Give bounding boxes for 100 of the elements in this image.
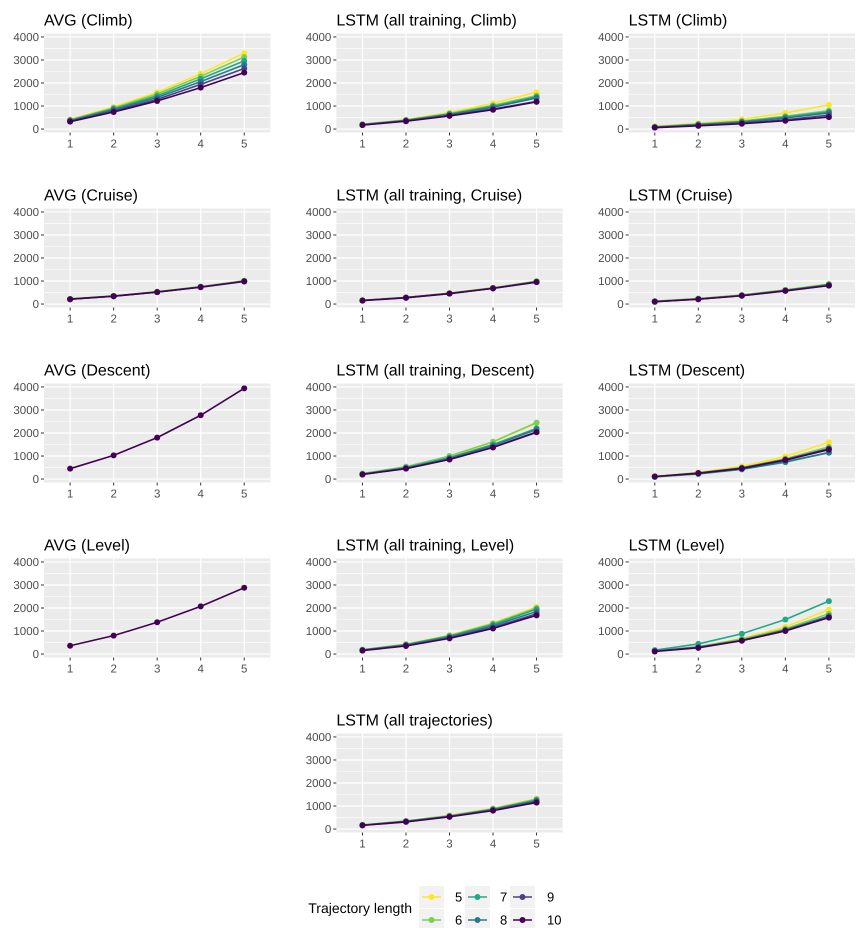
x-tick-label: 2 (695, 314, 702, 326)
x-tick-label: 3 (154, 314, 160, 326)
x-tick-label: 3 (154, 138, 160, 150)
x-tick-label: 1 (359, 838, 366, 850)
chart-title: AVG (Descent) (44, 362, 150, 380)
x-tick-label: 1 (652, 664, 658, 676)
chart-title: AVG (Cruise) (44, 188, 138, 204)
y-tick-label: 0 (617, 299, 624, 312)
x-tick-label: 5 (533, 838, 540, 850)
y-tick-label: 4000 (13, 556, 39, 569)
x-tick-label: 2 (402, 138, 410, 150)
x-tick-label: 5 (241, 488, 248, 500)
y-tick-label: 1000 (13, 276, 39, 288)
y-tick-label: 2000 (598, 428, 624, 440)
x-tick-label: 1 (359, 488, 366, 500)
chart-title: LSTM (all trajectories) (336, 712, 493, 730)
y-tick-label: 2000 (598, 253, 624, 265)
y-tick-label: 2000 (598, 603, 624, 615)
y-tick-label: 1000 (598, 101, 624, 114)
x-tick-label: 4 (197, 138, 204, 150)
x-tick-label: 1 (66, 314, 74, 326)
chart-title: LSTM (Climb) (628, 12, 728, 30)
x-tick-label: 4 (197, 488, 204, 500)
y-tick-label: 4000 (306, 382, 332, 394)
x-tick-label: 5 (533, 664, 540, 676)
y-tick-label: 0 (324, 649, 332, 662)
y-tick-label: 4000 (598, 32, 624, 44)
y-tick-label: 3000 (13, 230, 39, 242)
y-tick-label: 3000 (598, 580, 624, 592)
x-tick-label: 1 (359, 664, 366, 676)
y-tick-label: 4000 (13, 382, 39, 394)
x-tick-label: 5 (826, 138, 832, 150)
x-tick-label: 1 (359, 138, 366, 150)
x-tick-label: 1 (66, 488, 74, 500)
y-tick-label: 1000 (306, 451, 332, 464)
x-tick-label: 3 (738, 664, 746, 676)
y-tick-label: 3000 (13, 54, 39, 67)
chart-title: LSTM (Cruise) (628, 188, 733, 204)
x-tick-label: 4 (490, 488, 497, 500)
y-tick-label: 0 (324, 474, 332, 486)
y-tick-label: 2000 (306, 603, 332, 615)
y-tick-label: 3000 (598, 54, 624, 67)
y-tick-label: 4000 (598, 556, 624, 569)
y-tick-label: 0 (324, 824, 332, 836)
legend-label: 5 (455, 890, 462, 904)
y-tick-label: 3000 (598, 230, 624, 242)
y-tick-label: 2000 (13, 78, 39, 90)
y-tick-label: 2000 (306, 253, 332, 265)
y-tick-label: 1000 (306, 626, 332, 638)
legend-label: 9 (547, 890, 554, 904)
x-tick-label: 1 (66, 138, 74, 150)
x-tick-label: 2 (402, 664, 410, 676)
y-tick-label: 3000 (306, 404, 332, 417)
x-tick-label: 2 (695, 138, 702, 150)
y-tick-label: 4000 (13, 206, 39, 219)
x-tick-label: 4 (490, 314, 497, 326)
x-tick-label: 1 (652, 314, 658, 326)
legend-title: Trajectory length (308, 900, 412, 916)
x-tick-label: 3 (446, 488, 453, 500)
y-tick-label: 3000 (306, 54, 332, 67)
x-tick-label: 2 (695, 488, 702, 500)
x-tick-label: 3 (446, 314, 453, 326)
x-tick-label: 4 (490, 138, 497, 150)
x-tick-label: 5 (826, 488, 832, 500)
y-tick-label: 2000 (13, 253, 39, 265)
x-tick-label: 5 (826, 314, 832, 326)
y-tick-label: 2000 (306, 778, 332, 790)
y-tick-label: 4000 (306, 32, 332, 44)
x-tick-label: 4 (197, 664, 204, 676)
y-tick-label: 0 (617, 474, 624, 486)
x-tick-label: 1 (652, 138, 658, 150)
x-tick-label: 3 (738, 138, 746, 150)
chart-title: AVG (Level) (44, 538, 130, 554)
x-tick-label: 2 (402, 488, 410, 500)
y-tick-label: 2000 (13, 603, 39, 615)
x-tick-label: 5 (241, 138, 248, 150)
y-tick-label: 3000 (598, 404, 624, 417)
x-tick-label: 5 (533, 138, 540, 150)
x-tick-label: 5 (533, 314, 540, 326)
x-tick-label: 3 (738, 314, 746, 326)
y-tick-label: 2000 (306, 428, 332, 440)
x-tick-label: 5 (826, 664, 832, 676)
legend-label: 10 (547, 912, 562, 928)
y-tick-label: 4000 (306, 732, 332, 744)
x-tick-label: 4 (490, 664, 497, 676)
chart-title: AVG (Climb) (44, 12, 133, 30)
y-tick-label: 1000 (598, 276, 624, 288)
legend-label: 6 (455, 912, 462, 928)
x-tick-label: 3 (738, 488, 746, 500)
y-tick-label: 0 (32, 649, 39, 662)
y-tick-label: 3000 (306, 580, 332, 592)
y-tick-label: 1000 (306, 101, 332, 114)
y-tick-label: 3000 (306, 230, 332, 242)
y-tick-label: 4000 (306, 556, 332, 569)
x-tick-label: 1 (66, 664, 74, 676)
x-tick-label: 4 (782, 488, 790, 500)
x-tick-label: 2 (695, 664, 702, 676)
y-tick-label: 4000 (13, 32, 39, 44)
chart-title: LSTM (Descent) (628, 362, 746, 380)
y-tick-label: 1000 (13, 101, 39, 114)
